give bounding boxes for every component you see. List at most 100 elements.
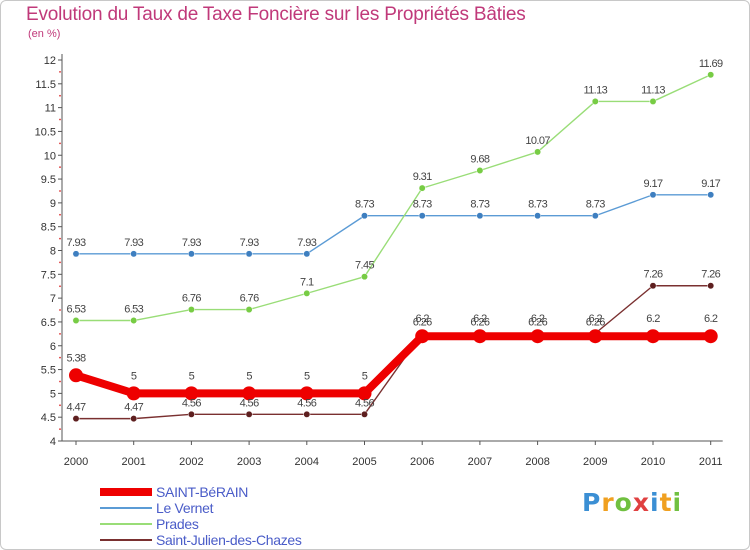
data-label-prades: 6.76 <box>240 293 259 305</box>
data-point-prades <box>418 184 426 192</box>
y-tick-label: 6.5 <box>41 317 56 329</box>
y-minor-tick <box>59 309 61 311</box>
series-line-saint-b-rain <box>74 332 711 398</box>
data-label-prades: 6.76 <box>182 293 201 305</box>
y-minor-tick <box>59 380 61 383</box>
data-point-prades <box>361 273 368 281</box>
data-point-saint-julien-des-chazes <box>303 410 311 418</box>
y-tick-label: 6 <box>50 341 56 353</box>
y-minor-tick <box>59 428 61 430</box>
data-point-le-vernet <box>707 191 715 199</box>
y-tick-label: 10.5 <box>35 126 56 138</box>
data-label-le-vernet: 9.17 <box>701 178 720 190</box>
data-point-prades <box>245 306 253 314</box>
legend-swatch-le-vernet <box>100 507 152 509</box>
legend-swatch-saint-julien <box>100 539 152 541</box>
data-label-le-vernet: 8.73 <box>413 199 432 211</box>
data-label-prades: 7.45 <box>355 260 374 272</box>
x-tick-label: 2006 <box>410 456 434 468</box>
y-minor-tick <box>59 71 61 73</box>
x-tick-label: 2003 <box>237 456 261 468</box>
data-label-le-vernet: 8.73 <box>355 199 374 211</box>
y-tick-label: 4 <box>50 436 56 448</box>
data-point-prades <box>187 306 195 314</box>
data-point-saint-julien-des-chazes <box>361 410 368 418</box>
data-point-saint-b-rain <box>703 329 718 344</box>
data-point-saint-b-rain <box>184 386 199 401</box>
data-label-saint-julien-des-chazes: 4.56 <box>297 397 316 409</box>
data-point-saint-julien-des-chazes <box>245 410 253 418</box>
data-point-prades <box>707 71 715 79</box>
data-point-le-vernet <box>72 250 80 258</box>
y-tick-label: 12 <box>44 55 56 67</box>
data-label-saint-b-rain: 6.2 <box>589 313 603 325</box>
data-label-saint-b-rain: 5 <box>131 370 137 382</box>
y-minor-tick <box>59 285 61 288</box>
y-minor-tick <box>59 166 61 169</box>
data-label-le-vernet: 8.73 <box>528 199 547 211</box>
y-tick-label: 8 <box>50 246 56 258</box>
y-minor-tick <box>59 213 61 216</box>
logo-letter: P <box>582 488 602 517</box>
data-label-le-vernet: 7.93 <box>124 237 143 249</box>
y-tick-label: 5 <box>50 388 56 400</box>
data-point-saint-julien-des-chazes <box>72 415 80 423</box>
data-point-le-vernet <box>418 212 426 220</box>
x-tick-label: 2001 <box>121 456 145 468</box>
legend-item-le-vernet: Le Vernet <box>100 500 400 516</box>
logo-letter: i <box>672 488 683 517</box>
data-point-saint-b-rain <box>646 329 660 344</box>
y-tick-label: 7.5 <box>41 269 56 281</box>
y-tick-label: 7 <box>50 293 56 305</box>
legend: SAINT-BéRAIN Le Vernet Prades Saint-Juli… <box>100 484 400 548</box>
data-label-saint-julien-des-chazes: 4.47 <box>66 402 85 414</box>
data-label-prades: 11.69 <box>699 58 723 70</box>
data-label-prades: 11.13 <box>583 84 607 96</box>
data-point-prades <box>534 148 542 156</box>
data-label-saint-julien-des-chazes: 4.47 <box>124 402 143 414</box>
y-minor-tick <box>59 332 61 335</box>
data-label-le-vernet: 7.93 <box>240 237 259 249</box>
data-label-saint-b-rain: 6.2 <box>704 313 718 325</box>
data-label-saint-julien-des-chazes: 4.56 <box>355 397 374 409</box>
x-tick-label: 2007 <box>468 456 492 468</box>
data-label-saint-julien-des-chazes: 6.26 <box>413 316 432 328</box>
data-point-le-vernet <box>130 250 138 258</box>
data-label-saint-julien-des-chazes: 6.26 <box>528 316 547 328</box>
data-point-saint-julien-des-chazes <box>187 410 195 418</box>
y-tick-label: 11 <box>45 103 56 115</box>
data-point-le-vernet <box>187 250 195 258</box>
data-label-saint-julien-des-chazes: 6.26 <box>470 316 489 328</box>
y-minor-tick <box>59 261 61 264</box>
data-point-prades <box>591 97 599 105</box>
data-label-saint-b-rain: 5.38 <box>66 352 85 364</box>
data-label-saint-julien-des-chazes: 4.56 <box>240 397 259 409</box>
y-tick-label: 8.5 <box>41 222 56 234</box>
y-minor-tick <box>59 356 61 359</box>
legend-label: Le Vernet <box>156 500 214 516</box>
legend-swatch-saint-berain <box>100 488 152 496</box>
legend-item-prades: Prades <box>100 516 400 532</box>
data-label-le-vernet: 8.73 <box>470 199 489 211</box>
legend-label: SAINT-BéRAIN <box>156 484 249 500</box>
data-point-saint-b-rain <box>530 329 545 344</box>
data-point-saint-julien-des-chazes <box>130 415 138 423</box>
logo-letter: o <box>614 488 633 517</box>
data-label-prades: 11.13 <box>641 84 665 96</box>
data-label-le-vernet: 7.93 <box>66 237 85 249</box>
data-point-le-vernet <box>591 212 599 220</box>
y-minor-tick <box>59 404 61 407</box>
legend-item-saint-berain: SAINT-BéRAIN <box>100 484 400 500</box>
x-tick-label: 2011 <box>699 456 723 468</box>
data-label-saint-julien-des-chazes: 7.26 <box>701 269 720 281</box>
y-tick-label: 9.5 <box>41 174 56 186</box>
data-label-saint-b-rain: 5 <box>246 370 252 382</box>
series-line-saint-julien-des-chazes <box>76 285 711 420</box>
y-minor-tick <box>59 118 61 121</box>
data-point-saint-b-rain <box>415 329 430 344</box>
data-point-saint-b-rain <box>588 329 603 344</box>
logo-letter: x <box>632 488 650 517</box>
y-tick-label: 9 <box>50 198 56 210</box>
series-line-prades <box>76 74 711 322</box>
